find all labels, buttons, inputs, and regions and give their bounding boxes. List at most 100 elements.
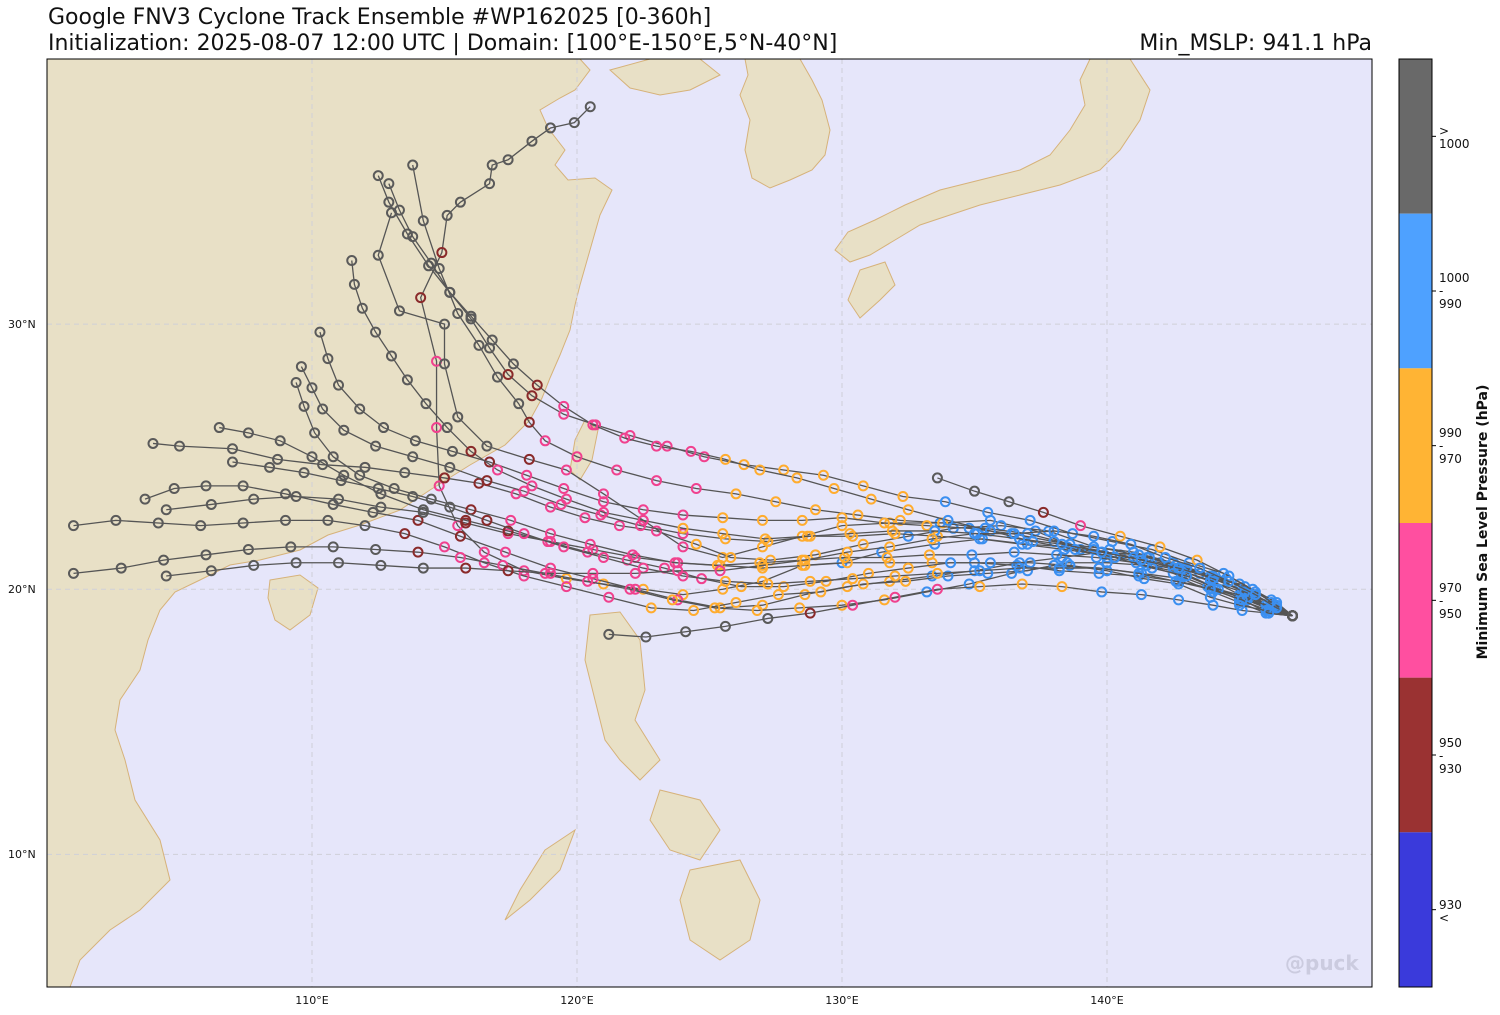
track-point (717, 528, 729, 540)
track-point (486, 334, 498, 346)
track-point (1011, 559, 1023, 571)
lon-label-130e: 130°E (825, 994, 859, 1007)
track-point (587, 419, 599, 431)
track-point (322, 353, 334, 365)
track-point (412, 546, 424, 558)
track-line (388, 183, 1293, 617)
track-point (621, 554, 633, 566)
track-point (502, 565, 514, 577)
track-point (770, 496, 782, 508)
track-point (966, 549, 978, 561)
track-point (762, 578, 774, 590)
track-point (399, 467, 411, 479)
track-point (431, 422, 443, 434)
track-point (227, 443, 238, 455)
track-point (558, 408, 570, 420)
track-point (942, 570, 954, 582)
track-point (1204, 591, 1216, 603)
track-point (680, 626, 692, 638)
hainan-island (267, 574, 319, 631)
track-point (560, 464, 572, 476)
track-point (484, 178, 496, 190)
track-point (902, 530, 914, 542)
track-point (1053, 562, 1065, 574)
track-point (454, 551, 466, 563)
track-point (688, 604, 700, 616)
track-point (502, 154, 514, 166)
track-point (579, 512, 591, 524)
track-point (698, 451, 710, 463)
track-point (333, 493, 344, 505)
track-point (889, 591, 901, 603)
track-point (558, 483, 570, 495)
track-point (460, 514, 472, 526)
track-point (1223, 570, 1235, 582)
track-point (518, 485, 530, 497)
track-point (439, 541, 450, 553)
track-point (651, 475, 662, 487)
track-point (900, 575, 912, 587)
track-point (759, 533, 771, 545)
track-point (280, 514, 291, 526)
track-point (902, 562, 914, 574)
track-point (1170, 575, 1182, 587)
track-point (881, 551, 893, 563)
track-point (690, 538, 702, 550)
colorbar-segment (1399, 59, 1432, 214)
track-point (425, 493, 437, 505)
track-line (232, 461, 1293, 617)
track-point (499, 546, 511, 558)
track-point (1133, 567, 1145, 579)
track-point (420, 398, 432, 410)
track-point (486, 159, 498, 171)
track-line (152, 442, 1293, 617)
track-point (1088, 530, 1100, 542)
lon-label-140e: 140°E (1090, 994, 1124, 1007)
track-point (375, 501, 387, 513)
watermark: @puck (1285, 951, 1359, 975)
track-point (1051, 549, 1063, 561)
track-point (974, 581, 986, 593)
track-point (836, 512, 848, 524)
track-point (690, 483, 702, 495)
track-point (836, 520, 848, 532)
ensemble-track (227, 456, 1298, 622)
track-point (802, 530, 814, 542)
colorbar-frame (1398, 58, 1433, 988)
map-title: Google FNV3 Cyclone Track Ensemble #WP16… (48, 5, 712, 30)
track-point (598, 496, 609, 508)
track-point (439, 472, 450, 484)
track-point (791, 472, 803, 484)
track-point (772, 589, 784, 601)
track-point (677, 509, 689, 521)
track-point (370, 326, 382, 338)
track-point (1061, 557, 1073, 569)
track-point (804, 575, 816, 587)
track-point (711, 559, 723, 571)
track-point (417, 215, 429, 227)
track-point (582, 575, 594, 587)
track-point (963, 578, 975, 590)
track-point (558, 400, 570, 412)
track-point (619, 432, 631, 444)
track-point (1212, 583, 1224, 595)
track-point (926, 570, 938, 582)
track-point (388, 483, 400, 495)
track-point (195, 520, 207, 532)
track-point (335, 475, 347, 487)
track-point (174, 440, 185, 452)
colorbar-label-970-950: 970 - 950 (1439, 581, 1462, 621)
track-point (651, 525, 662, 537)
track-point (1146, 562, 1158, 574)
track-point (444, 286, 456, 298)
track-point (545, 501, 556, 513)
track-point (560, 493, 572, 505)
track-point (1204, 583, 1216, 595)
track-point (889, 570, 901, 582)
track-point (778, 581, 790, 593)
track-point (751, 604, 763, 616)
track-point (719, 453, 731, 465)
track-point (1109, 551, 1121, 563)
track-point (571, 451, 583, 463)
track-point (1024, 514, 1036, 526)
